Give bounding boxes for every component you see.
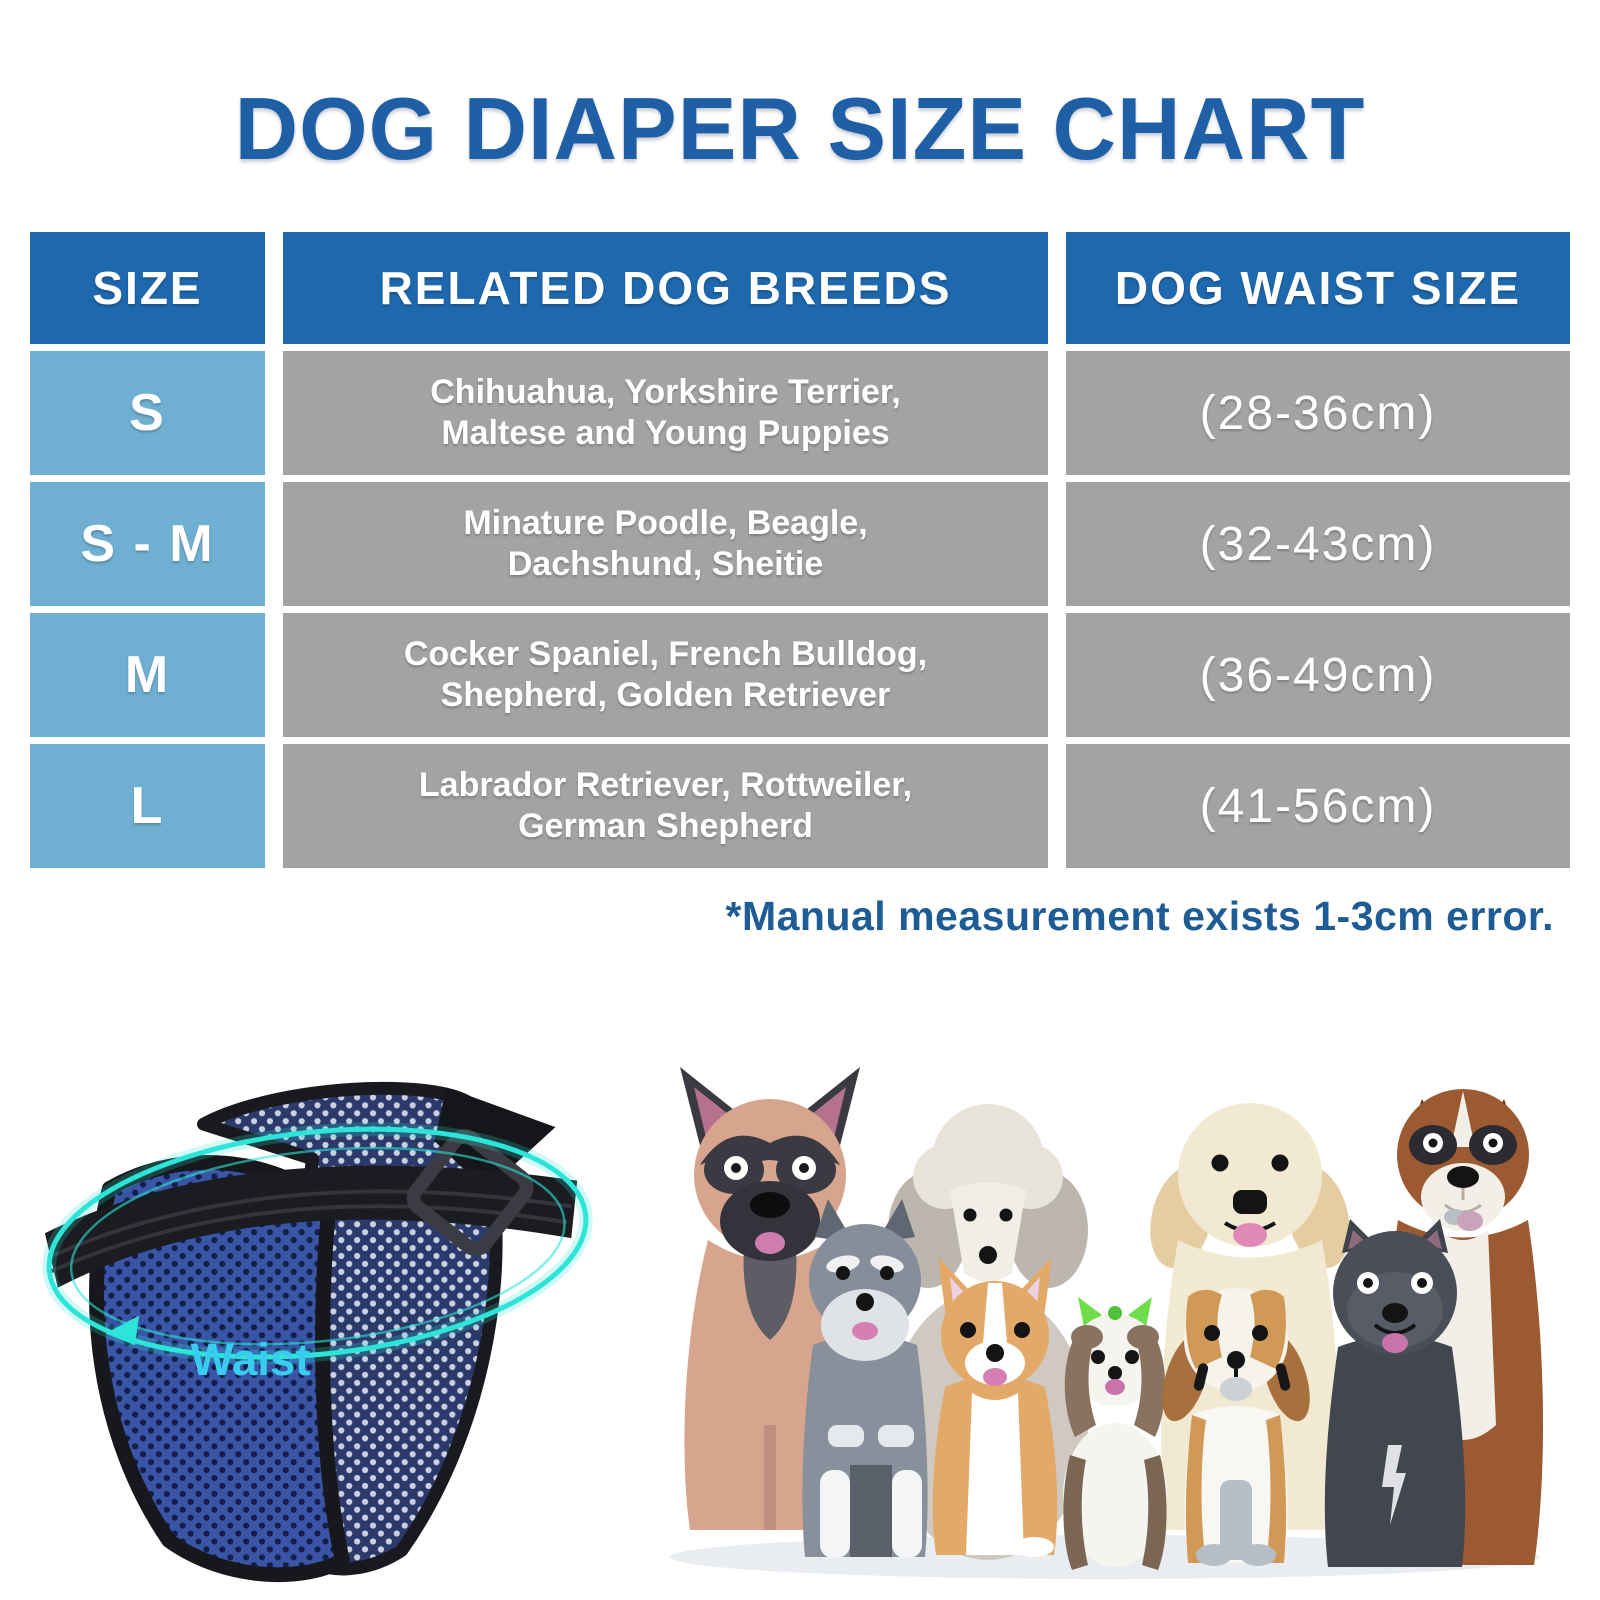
header-size: SIZE [30,232,265,344]
dog-shih-tzu [1063,1297,1167,1570]
diaper-product-photo: Waist [20,1030,615,1595]
waist-ellipse-highlight [42,1122,593,1365]
row-l-size-cell: L [30,744,265,868]
strap-end [434,1087,556,1191]
row-m-breeds-cell: Cocker Spaniel, French Bulldog, Shepherd… [283,613,1048,737]
header-waist: DOG WAIST SIZE [1066,232,1570,344]
row-m-waist-cell: (36-49cm) [1066,613,1570,737]
row-l-waist-cell: (41-56cm) [1066,744,1570,868]
row-l-breeds-cell: Labrador Retriever, Rottweiler, German S… [283,744,1048,868]
dogs-group-illustration [670,1067,1544,1579]
row-s-breeds-cell: Chihuahua, Yorkshire Terrier, Maltese an… [283,351,1048,475]
waist-strap [44,1165,578,1288]
measurement-error-note: *Manual measurement exists 1-3cm error. [725,893,1554,939]
header-breeds: RELATED DOG BREEDS [283,232,1048,344]
row-sm-breeds-cell: Minature Poodle, Beagle, Dachshund, Shei… [283,482,1048,606]
row-sm-size-cell: S - M [30,482,265,606]
size-table: SIZE RELATED DOG BREEDS DOG WAIST SIZE S… [30,232,1570,868]
dog-breeds-illustration [650,1025,1570,1585]
row-sm-waist-cell: (32-43cm) [1066,482,1570,606]
row-s-waist-cell: (28-36cm) [1066,351,1570,475]
diaper-illustration: Waist [42,1081,593,1583]
dog-beagle [1162,1288,1310,1566]
dog-pit-bull [1324,1219,1466,1567]
dog-corgi [932,1257,1058,1557]
waist-arrow-icon [105,1315,140,1346]
strap-rib [51,1189,572,1258]
row-m-size-cell: M [30,613,265,737]
waist-label: Waist [191,1334,311,1385]
dog-schnauzer [802,1199,928,1558]
row-s-size-cell: S [30,351,265,475]
strap-rib [49,1204,568,1274]
page-title: DOG DIAPER SIZE CHART [234,79,1366,178]
strap-buckle [406,1129,534,1256]
